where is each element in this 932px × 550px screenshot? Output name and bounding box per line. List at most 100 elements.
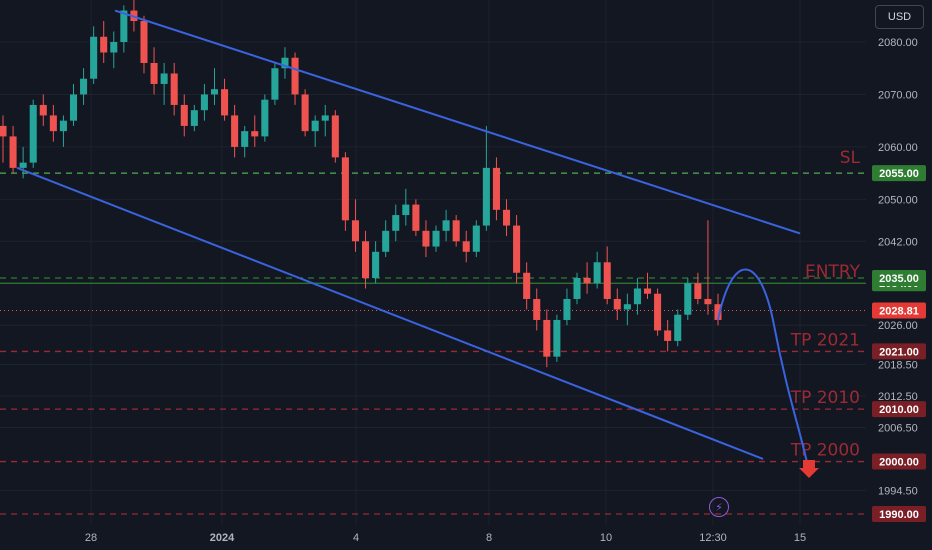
candle-body [442,220,450,231]
candle-body [210,89,219,95]
current-price-text: 2028.81 [879,305,919,317]
candle-body [543,319,551,357]
price-badge-text: 2021.00 [879,346,919,358]
candle-body [29,104,37,163]
candle-body [573,278,581,299]
projection-curve [717,268,810,473]
price-tick-label: 2026.00 [878,320,918,332]
candle-body [19,162,27,168]
candle-body [271,68,279,100]
candle-body [654,293,662,331]
candle-body [482,167,490,226]
price-tick-label: 2060.00 [878,142,918,154]
candle-body [100,36,108,53]
price-tick-label: 2018.50 [878,360,918,372]
time-axis[interactable]: 28 2024 4 8 10 12:30 15 [85,532,806,544]
candle-body [0,125,7,137]
candle-body [533,298,541,320]
time-tick-label: 4 [353,532,359,544]
candle-body [140,21,148,63]
candle-body [704,298,712,305]
candle-body [432,230,440,247]
time-tick-label: 8 [486,532,492,544]
candle-body [231,115,239,147]
candle-body [351,220,359,242]
candle-body [120,10,128,42]
candle-body [392,215,400,231]
candle-body [472,225,480,252]
level-label: TP 2000 [790,441,860,461]
lightning-icon[interactable]: ⚡ [709,497,729,517]
candle-body [362,241,370,278]
level-label: TP 2021 [790,330,860,350]
candle-body [180,104,188,126]
price-badge-text: 1990.00 [879,509,919,521]
candle-body [110,42,118,53]
time-tick-label: 10 [600,532,612,544]
level-label: SL [840,148,861,168]
current-price-badge [872,302,926,319]
candle-body [452,220,460,242]
price-badge [872,401,926,418]
candle-body [160,73,168,84]
candle-body [462,241,470,252]
candle-body [603,262,611,299]
candle-body [281,57,289,69]
candle-body [684,283,692,315]
price-badge [872,506,926,522]
candle-body [412,204,420,231]
candle-body [59,120,67,132]
channel-lower-line [16,166,764,460]
candlestick-series [0,0,722,368]
candle-body [623,304,631,310]
currency-button[interactable]: USD [875,5,924,29]
price-tick-label: 2070.00 [878,89,918,101]
candle-body [613,298,621,310]
candle-body [241,131,249,147]
candle-body [422,230,430,247]
channel-overlays [16,9,819,479]
price-badge [872,165,926,182]
price-badge [872,270,926,286]
price-tick-label: 2050.00 [878,194,918,206]
price-badge-text: 2000.00 [879,457,919,469]
candle-body [502,209,511,226]
candle-body [674,314,682,341]
candle-body [190,110,198,126]
candle-body [714,304,722,320]
price-badge [872,453,926,470]
candle-body [492,167,500,210]
time-tick-label: 15 [794,532,806,544]
time-tick-label: 28 [85,532,97,544]
level-label: TP 2010 [790,388,860,408]
candle-body [402,204,410,216]
candle-body [664,330,672,341]
candle-body [553,319,561,357]
candle-body [694,283,702,299]
candle-body [633,288,641,305]
candle-body [39,104,47,116]
candle-body [200,94,208,111]
candle-body [49,115,57,132]
price-axis[interactable]: 2080.00 2070.00 2060.00 2050.00 2042.00 2026.… [872,37,926,522]
candle-body [170,73,178,105]
price-badge-text: 2035.00 [879,273,919,285]
candle-body [311,120,319,132]
price-badge-text: 2055.00 [879,168,919,180]
candle-body [382,230,390,252]
candle-body [221,89,229,116]
level-label: ENTRY [805,262,861,282]
price-badge-text: 2010.00 [879,404,919,416]
candle-body [261,99,269,137]
candle-body [523,272,531,299]
channel-upper-line [114,9,801,235]
candle-body [251,131,259,137]
candle-body [331,115,339,158]
price-badge [872,343,926,360]
candle-body [69,94,78,121]
candle-body [9,136,17,168]
candle-body [372,251,380,278]
price-tick-label: 2012.50 [878,391,918,403]
candle-body [150,62,158,84]
